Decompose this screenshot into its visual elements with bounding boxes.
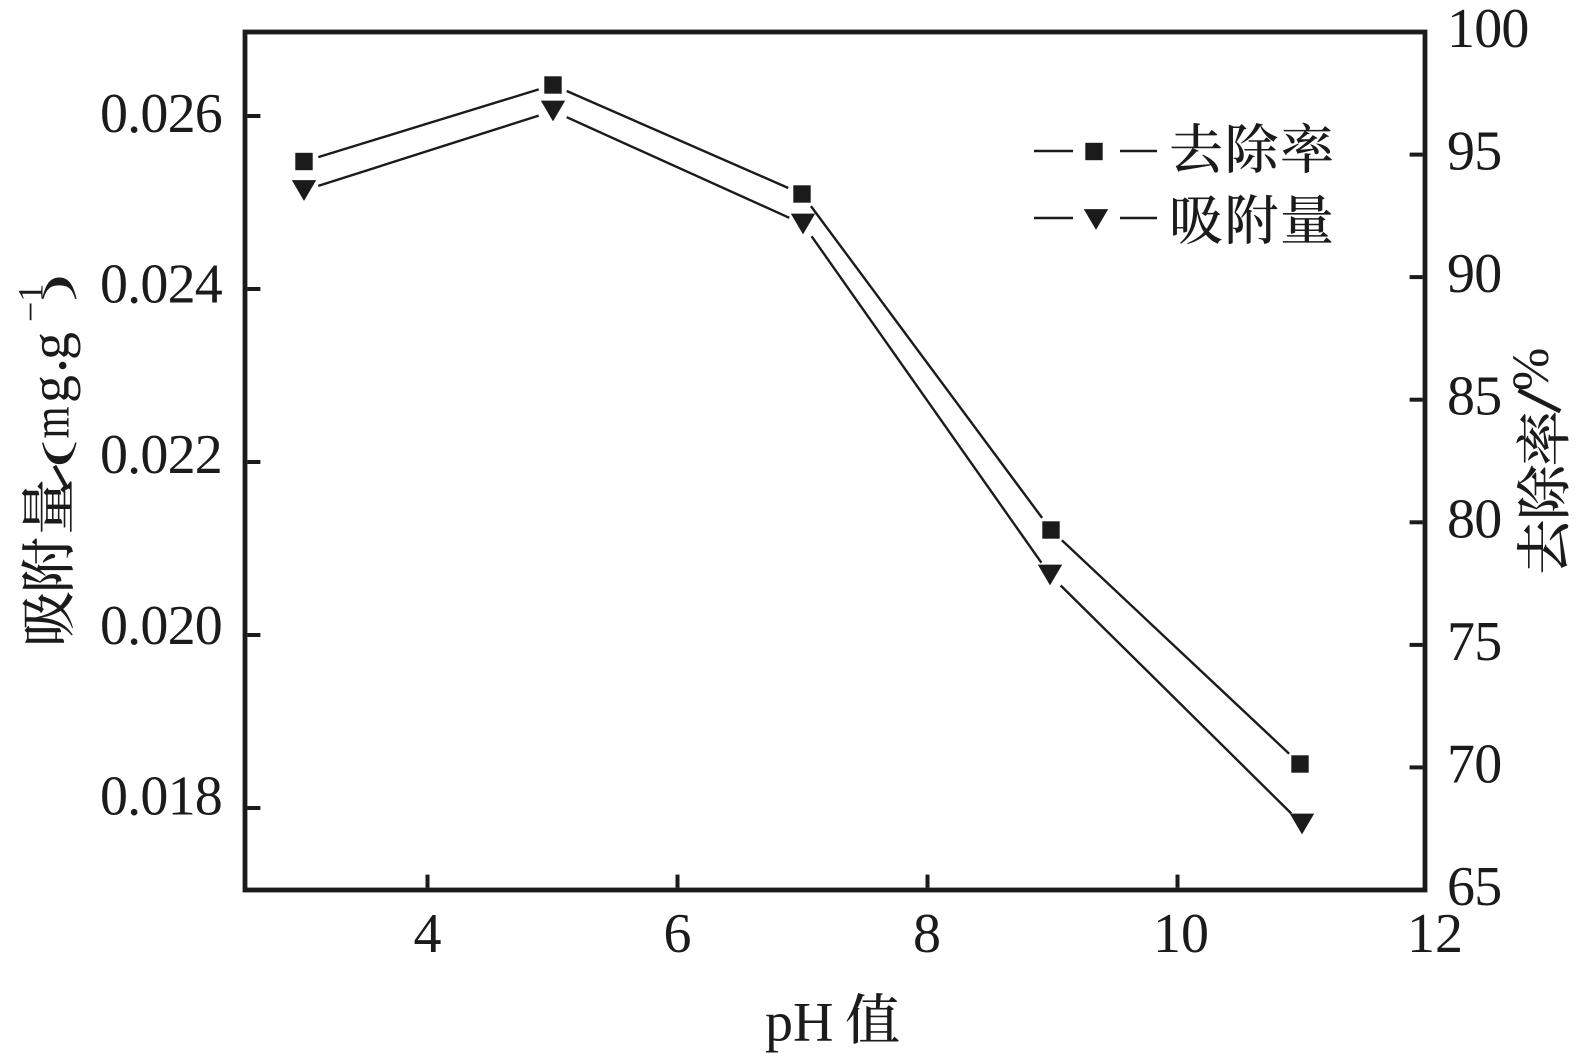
- svg-text:95: 95: [1447, 121, 1501, 183]
- svg-text:(: (: [35, 440, 77, 468]
- svg-text:): ): [35, 274, 77, 302]
- svg-text:6: 6: [664, 903, 692, 965]
- svg-text:0.022: 0.022: [100, 424, 222, 486]
- svg-text:10: 10: [1153, 903, 1209, 965]
- svg-text:m: m: [23, 407, 80, 439]
- svg-text:75: 75: [1447, 611, 1501, 673]
- svg-text:g: g: [19, 375, 81, 403]
- svg-text:100: 100: [1447, 0, 1529, 60]
- svg-text:80: 80: [1447, 488, 1501, 550]
- svg-text:85: 85: [1447, 366, 1501, 428]
- svg-text:70: 70: [1447, 733, 1501, 795]
- svg-text:0.020: 0.020: [100, 595, 222, 657]
- svg-text:4: 4: [414, 903, 442, 965]
- svg-text:%: %: [1503, 348, 1560, 391]
- svg-text:65: 65: [1447, 856, 1501, 918]
- svg-text:pH: pH: [765, 992, 833, 1054]
- svg-text:90: 90: [1447, 243, 1501, 305]
- svg-text:−1: −1: [10, 284, 50, 322]
- svg-text:12: 12: [1407, 903, 1463, 965]
- svg-text:0.026: 0.026: [100, 83, 222, 145]
- svg-text:0.018: 0.018: [100, 765, 222, 827]
- svg-text:8: 8: [913, 903, 941, 965]
- svg-text:g: g: [19, 332, 81, 360]
- svg-text:0.024: 0.024: [100, 254, 223, 316]
